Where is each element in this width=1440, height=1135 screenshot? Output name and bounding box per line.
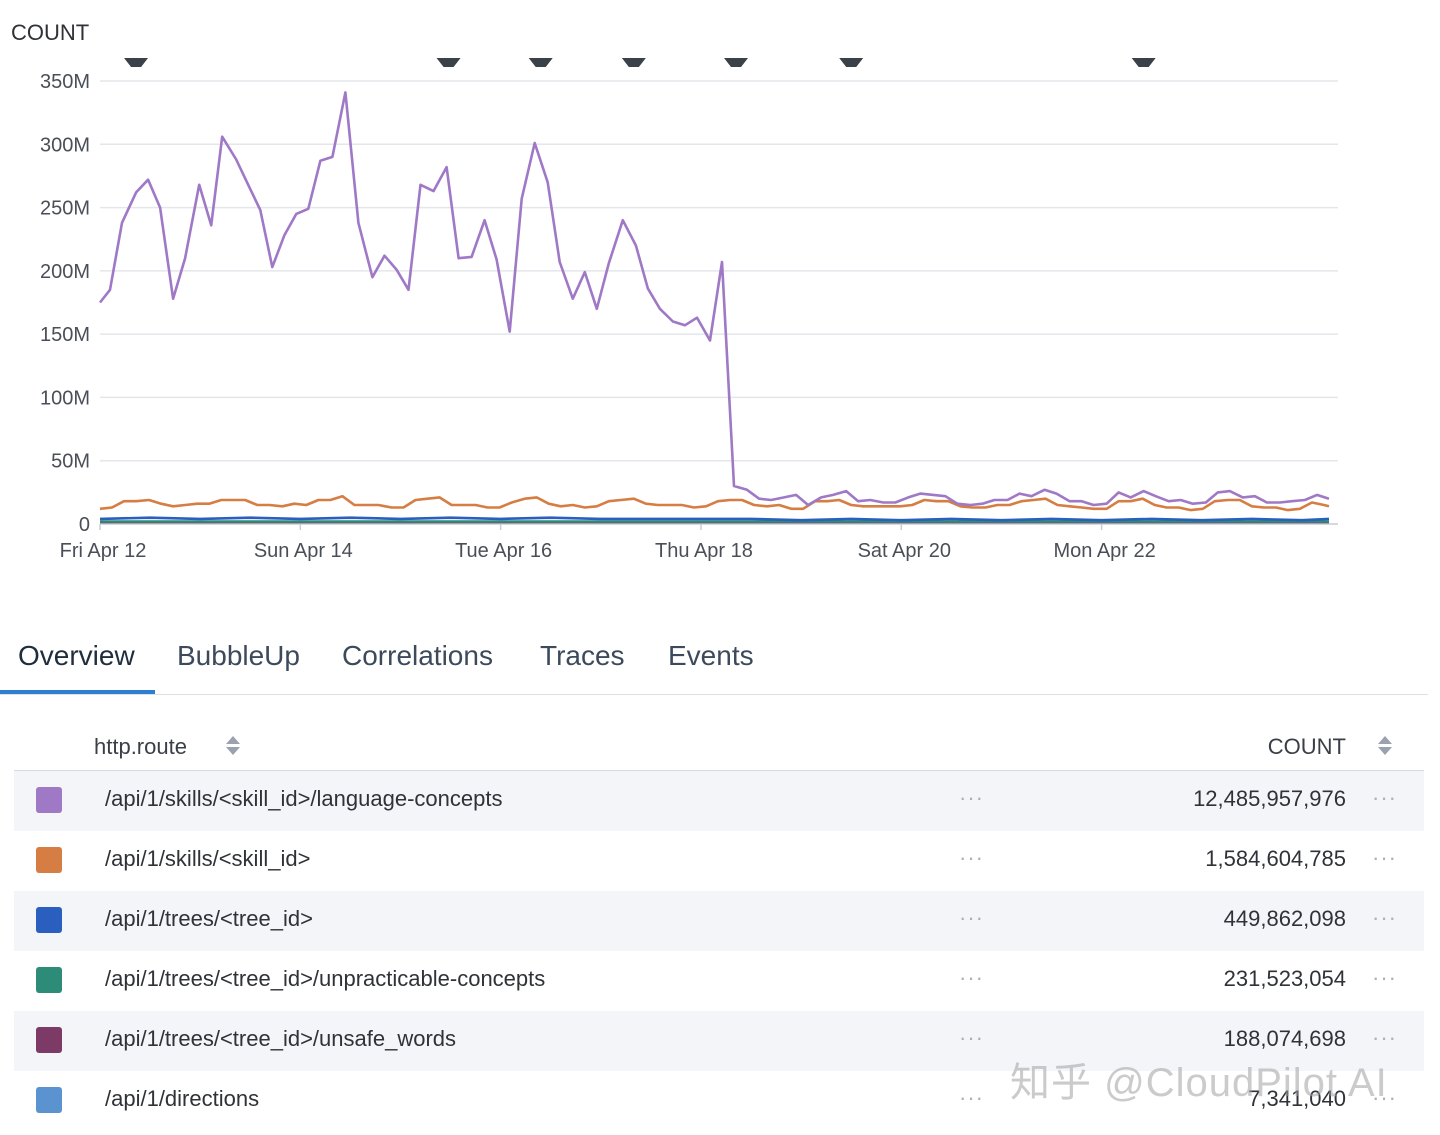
y-tick-label: 50M (51, 451, 90, 473)
series-line (99, 494, 1330, 512)
table-row[interactable]: /api/1/trees/<tree_id> ··· 449,862,098 ·… (14, 891, 1424, 951)
route-more-icon[interactable]: ··· (959, 845, 984, 870)
count-more-icon[interactable]: ··· (1372, 1085, 1397, 1110)
y-tick-label: 0 (79, 514, 90, 536)
tab-bar: Overview BubbleUp Correlations Traces Ev… (0, 622, 1428, 695)
watermark: 知乎 @CloudPilot AI (1010, 1061, 1388, 1105)
event-markers[interactable] (124, 58, 1156, 67)
table-row[interactable]: /api/1/skills/<skill_id>/language-concep… (14, 771, 1424, 831)
route-more-icon[interactable]: ··· (959, 1085, 984, 1110)
x-tick-label: Fri Apr 12 (60, 540, 147, 562)
x-tick-label: Sun Apr 14 (254, 540, 353, 562)
route-cell: /api/1/skills/<skill_id> (105, 846, 311, 871)
x-tick-label: Mon Apr 22 (1053, 540, 1155, 562)
chart-series (98, 91, 1330, 524)
tab-events[interactable]: Events (668, 640, 754, 671)
series-color-swatch[interactable] (36, 1027, 62, 1053)
tab-correlations[interactable]: Correlations (342, 640, 493, 671)
series-color-swatch[interactable] (36, 787, 62, 813)
count-cell: 188,074,698 (1223, 1026, 1346, 1051)
x-tick-label: Sat Apr 20 (858, 540, 951, 562)
series-color-swatch[interactable] (36, 907, 62, 933)
sort-count-icon[interactable] (1378, 736, 1392, 756)
count-more-icon[interactable]: ··· (1372, 785, 1397, 810)
column-header-count[interactable]: COUNT (1267, 734, 1346, 759)
route-more-icon[interactable]: ··· (959, 905, 984, 930)
table-header: http.route COUNT (14, 722, 1424, 771)
table-row[interactable]: /api/1/trees/<tree_id>/unpracticable-con… (14, 951, 1424, 1011)
y-tick-label: 200M (40, 261, 90, 283)
count-more-icon[interactable]: ··· (1372, 905, 1397, 930)
route-more-icon[interactable]: ··· (959, 965, 984, 990)
count-cell: 231,523,054 (1223, 966, 1346, 991)
sort-route-icon[interactable] (226, 736, 240, 756)
route-cell: /api/1/trees/<tree_id> (105, 906, 313, 931)
table-row[interactable]: /api/1/trees/<tree_id>/unsafe_words ··· … (14, 1011, 1424, 1071)
event-marker-icon[interactable] (1131, 58, 1156, 67)
column-header-route[interactable]: http.route (94, 734, 187, 759)
y-tick-label: 300M (40, 134, 90, 156)
tab-bubbleup[interactable]: BubbleUp (177, 640, 300, 671)
route-cell: /api/1/skills/<skill_id>/language-concep… (105, 786, 503, 811)
y-axis-ticks: 350M 300M 250M 200M 150M 100M 50M 0 (40, 71, 90, 536)
series-color-swatch[interactable] (36, 1087, 62, 1113)
table-row[interactable]: /api/1/directions ··· 7,341,040 ··· (14, 1071, 1424, 1131)
tab-traces[interactable]: Traces (540, 640, 625, 671)
event-marker-icon[interactable] (436, 58, 461, 67)
series-color-swatch[interactable] (36, 967, 62, 993)
x-tick-label: Tue Apr 16 (455, 540, 552, 562)
event-marker-icon[interactable] (124, 58, 149, 67)
event-marker-icon[interactable] (724, 58, 749, 67)
count-cell: 12,485,957,976 (1193, 786, 1346, 811)
route-more-icon[interactable]: ··· (959, 1025, 984, 1050)
event-marker-icon[interactable] (621, 58, 646, 67)
y-tick-label: 150M (40, 324, 90, 346)
count-cell: 7,341,040 (1248, 1086, 1346, 1111)
route-cell: /api/1/trees/<tree_id>/unpracticable-con… (105, 966, 546, 991)
chart-grid (100, 80, 1338, 525)
route-cell: /api/1/directions (105, 1086, 260, 1111)
y-tick-label: 250M (40, 198, 90, 220)
event-marker-icon[interactable] (839, 58, 864, 67)
table-row[interactable]: /api/1/skills/<skill_id> ··· 1,584,604,7… (14, 831, 1424, 891)
y-tick-label: 100M (40, 387, 90, 409)
count-cell: 1,584,604,785 (1205, 846, 1346, 871)
count-more-icon[interactable]: ··· (1372, 1025, 1397, 1050)
results-table: http.route COUNT /api/1/skills/<skill_id… (14, 722, 1424, 1131)
x-tick-label: Thu Apr 18 (655, 540, 753, 562)
y-tick-label: 350M (40, 71, 90, 93)
tab-overview[interactable]: Overview (18, 640, 135, 671)
route-more-icon[interactable]: ··· (959, 785, 984, 810)
count-more-icon[interactable]: ··· (1372, 845, 1397, 870)
active-tab-indicator (0, 690, 155, 694)
series-line (99, 516, 1330, 522)
series-color-swatch[interactable] (36, 847, 62, 873)
table-body: /api/1/skills/<skill_id>/language-concep… (14, 771, 1424, 1131)
count-cell: 449,862,098 (1223, 906, 1346, 931)
event-marker-icon[interactable] (528, 58, 553, 67)
count-line-chart: COUNT 350M 300M 250M 200M 150M 100M 50M 0 Fri A… (11, 20, 1338, 562)
count-more-icon[interactable]: ··· (1372, 965, 1397, 990)
x-axis-ticks: Fri Apr 12 Sun Apr 14 Tue Apr 16 Thu Apr 18… (60, 524, 1156, 562)
route-cell: /api/1/trees/<tree_id>/unsafe_words (105, 1026, 457, 1051)
series-line (98, 91, 1330, 507)
y-axis-title: COUNT (11, 20, 89, 45)
